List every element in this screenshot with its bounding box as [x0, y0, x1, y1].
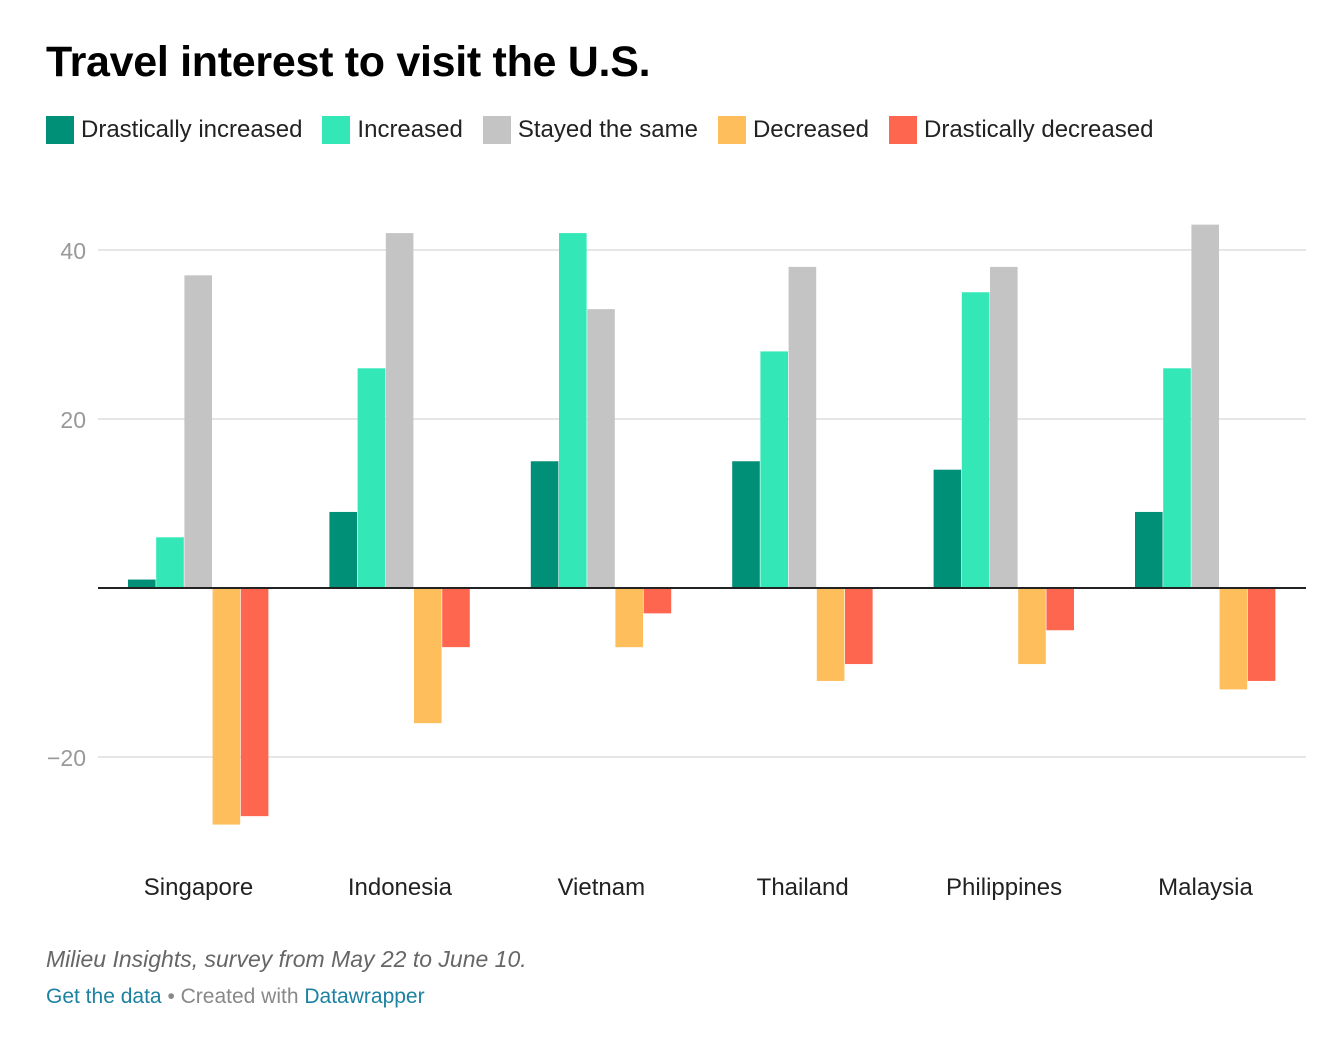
- bar: [559, 233, 587, 588]
- bar: [414, 588, 442, 724]
- bar: [732, 461, 760, 588]
- legend-label: Drastically decreased: [924, 116, 1154, 143]
- footer: Get the data • Created with Datawrapper: [46, 985, 425, 1009]
- y-tick-label: 20: [60, 407, 86, 433]
- source-note: Milieu Insights, survey from May 22 to J…: [46, 946, 527, 972]
- legend-label: Increased: [357, 116, 463, 143]
- bar: [1247, 588, 1276, 681]
- get-the-data-link[interactable]: Get the data: [46, 985, 162, 1008]
- bar: [816, 588, 845, 681]
- legend-swatch: [889, 116, 917, 144]
- bar: [1046, 588, 1074, 631]
- legend: Drastically increased Increased Stayed the…: [46, 116, 1173, 144]
- bar: [643, 588, 672, 614]
- bar: [357, 368, 386, 588]
- bar: [1018, 588, 1046, 665]
- datawrapper-link[interactable]: Datawrapper: [304, 985, 425, 1008]
- chart-title: Travel interest to visit the U.S.: [46, 38, 651, 86]
- bar: [156, 537, 184, 588]
- legend-label: Drastically increased: [81, 116, 303, 143]
- legend-item: Stayed the same: [482, 116, 698, 144]
- y-tick-label: −20: [47, 745, 86, 771]
- legend-item: Decreased: [717, 116, 869, 144]
- x-category-label: Malaysia: [1158, 874, 1253, 901]
- x-category-label: Philippines: [946, 874, 1062, 901]
- bar: [587, 309, 615, 588]
- bar: [1135, 511, 1163, 588]
- created-with-label: Created with: [180, 985, 299, 1008]
- bar: [1163, 368, 1191, 588]
- bar: [760, 351, 788, 588]
- legend-label: Decreased: [752, 116, 869, 143]
- x-category-label: Vietnam: [557, 874, 645, 901]
- bar: [990, 266, 1018, 588]
- bar: [615, 588, 643, 648]
- bar: [961, 292, 990, 588]
- y-tick-label: 40: [60, 238, 86, 264]
- bar: [212, 588, 241, 825]
- bar: [385, 233, 414, 588]
- bar: [1191, 224, 1219, 588]
- x-category-label: Thailand: [757, 874, 849, 901]
- bar: [1219, 588, 1248, 690]
- legend-swatch: [46, 116, 74, 144]
- bar: [788, 266, 817, 588]
- x-category-label: Singapore: [144, 874, 253, 901]
- footer-separator: •: [167, 985, 175, 1008]
- bar: [184, 275, 212, 588]
- bar: [442, 588, 470, 648]
- legend-swatch: [717, 116, 746, 144]
- legend-item: Drastically decreased: [889, 116, 1153, 144]
- legend-swatch: [482, 116, 511, 144]
- x-category-label: Indonesia: [348, 874, 453, 901]
- bar: [933, 469, 962, 588]
- bar: [845, 588, 873, 665]
- bar: [530, 461, 559, 588]
- legend-label: Stayed the same: [517, 116, 698, 143]
- bar-chart: −20 20 40 Singapore Indonesia Vietnam Thailand…: [47, 224, 1306, 901]
- legend-swatch: [322, 116, 351, 144]
- legend-item: Drastically increased: [46, 116, 302, 144]
- bar: [329, 511, 357, 588]
- bar: [240, 588, 269, 817]
- legend-item: Increased: [322, 116, 463, 144]
- bar: [128, 579, 156, 588]
